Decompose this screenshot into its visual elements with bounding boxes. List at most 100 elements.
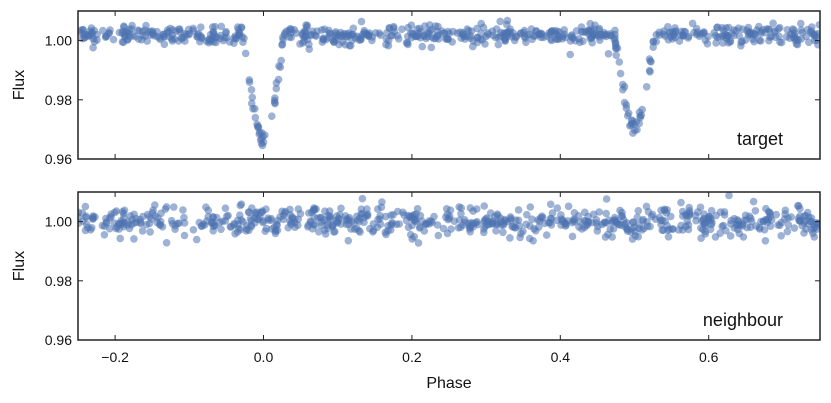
target-data-point (737, 38, 745, 47)
neighbour-data-point (382, 230, 390, 239)
neighbour-data-point (81, 202, 90, 211)
target-data-point (247, 99, 256, 108)
neighbour-data-point (142, 220, 151, 229)
neighbour-data-point (755, 225, 764, 233)
neighbour-data-point (631, 232, 640, 240)
target-data-point (88, 28, 96, 36)
target-data-point (302, 21, 310, 29)
neighbour-data-point (149, 206, 157, 214)
target-data-point (101, 33, 110, 41)
neighbour-data-point (330, 228, 338, 236)
target-data-point (548, 27, 556, 36)
neighbour-data-point (139, 212, 147, 221)
target-data-point (123, 36, 132, 44)
neighbour-data-point (655, 213, 664, 222)
target-data-point (222, 27, 230, 36)
target-data-point (403, 39, 412, 47)
target-data-point (755, 36, 764, 45)
target-data-point (271, 94, 279, 102)
target-data-point (484, 29, 492, 37)
target-data-point (805, 38, 813, 47)
target-data-point (255, 130, 264, 138)
neighbour-data-point (266, 216, 275, 225)
neighbour-data-point (288, 214, 297, 223)
target-data-point (404, 23, 412, 32)
neighbour-data-point (522, 220, 530, 229)
neighbour-data-point (414, 239, 423, 247)
neighbour-data-point (766, 213, 774, 221)
neighbour-data-point (759, 218, 768, 226)
neighbour-data-point (337, 220, 345, 228)
target-data-point (299, 39, 307, 47)
neighbour-data-point (262, 224, 271, 233)
neighbour-data-point (720, 208, 729, 216)
target-data-point (803, 25, 812, 34)
target-data-point (610, 35, 619, 44)
neighbour-data-point (217, 225, 225, 234)
neighbour-y-tick-label: 0.98 (45, 273, 72, 289)
neighbour-data-point (515, 222, 524, 230)
target-data-point (765, 36, 773, 45)
neighbour-data-point (387, 211, 395, 219)
neighbour-data-point (806, 217, 815, 226)
target-data-point (390, 24, 398, 32)
neighbour-axes-frame (77, 191, 821, 341)
neighbour-data-point (783, 227, 792, 236)
neighbour-data-point (739, 233, 748, 241)
target-data-point (420, 32, 429, 41)
target-data-point (623, 111, 632, 120)
target-data-point (384, 41, 393, 50)
neighbour-data-point (774, 221, 782, 229)
neighbour-data-point (593, 227, 602, 235)
target-data-point (125, 25, 134, 34)
target-data-point (797, 26, 806, 34)
neighbour-data-point (542, 231, 551, 239)
neighbour-data-point (78, 209, 87, 217)
target-points (78, 16, 820, 150)
target-data-point (692, 24, 701, 33)
neighbour-data-point (777, 232, 785, 240)
neighbour-data-point (399, 208, 407, 217)
target-data-point (748, 35, 757, 43)
neighbour-data-point (170, 203, 178, 211)
target-data-point (814, 40, 820, 49)
neighbour-data-point (582, 217, 590, 226)
target-data-point (254, 124, 263, 132)
target-data-point (681, 28, 690, 36)
neighbour-data-point (535, 217, 544, 225)
neighbour-data-point (286, 205, 294, 214)
target-data-point (646, 68, 654, 76)
target-data-point (649, 43, 657, 51)
target-data-point (142, 21, 150, 30)
neighbour-data-point (547, 215, 556, 223)
target-data-point (427, 25, 436, 34)
neighbour-data-point (180, 231, 189, 240)
target-data-point (217, 22, 226, 31)
target-data-point (577, 23, 586, 31)
target-data-point (631, 126, 639, 135)
neighbour-data-point (158, 223, 167, 231)
target-axes-frame (77, 10, 821, 160)
neighbour-data-point (311, 221, 319, 229)
neighbour-data-point (800, 229, 808, 237)
neighbour-data-point (189, 226, 198, 234)
target-data-point (153, 27, 161, 36)
neighbour-data-point (570, 209, 579, 217)
neighbour-data-point (258, 207, 267, 215)
neighbour-data-point (120, 214, 128, 222)
neighbour-data-point (102, 219, 111, 227)
neighbour-data-point (784, 214, 792, 222)
neighbour-data-point (244, 208, 253, 217)
target-data-point (368, 36, 376, 45)
neighbour-data-point (310, 204, 318, 212)
neighbour-data-point (326, 212, 334, 220)
target-data-point (428, 33, 436, 41)
neighbour-data-point (666, 212, 675, 221)
target-data-point (245, 78, 254, 86)
target-data-point (414, 29, 423, 38)
neighbour-data-point (357, 210, 365, 218)
target-data-point (744, 23, 753, 32)
neighbour-data-point (588, 218, 596, 227)
neighbour-data-point (546, 200, 555, 209)
target-data-point (268, 112, 276, 120)
